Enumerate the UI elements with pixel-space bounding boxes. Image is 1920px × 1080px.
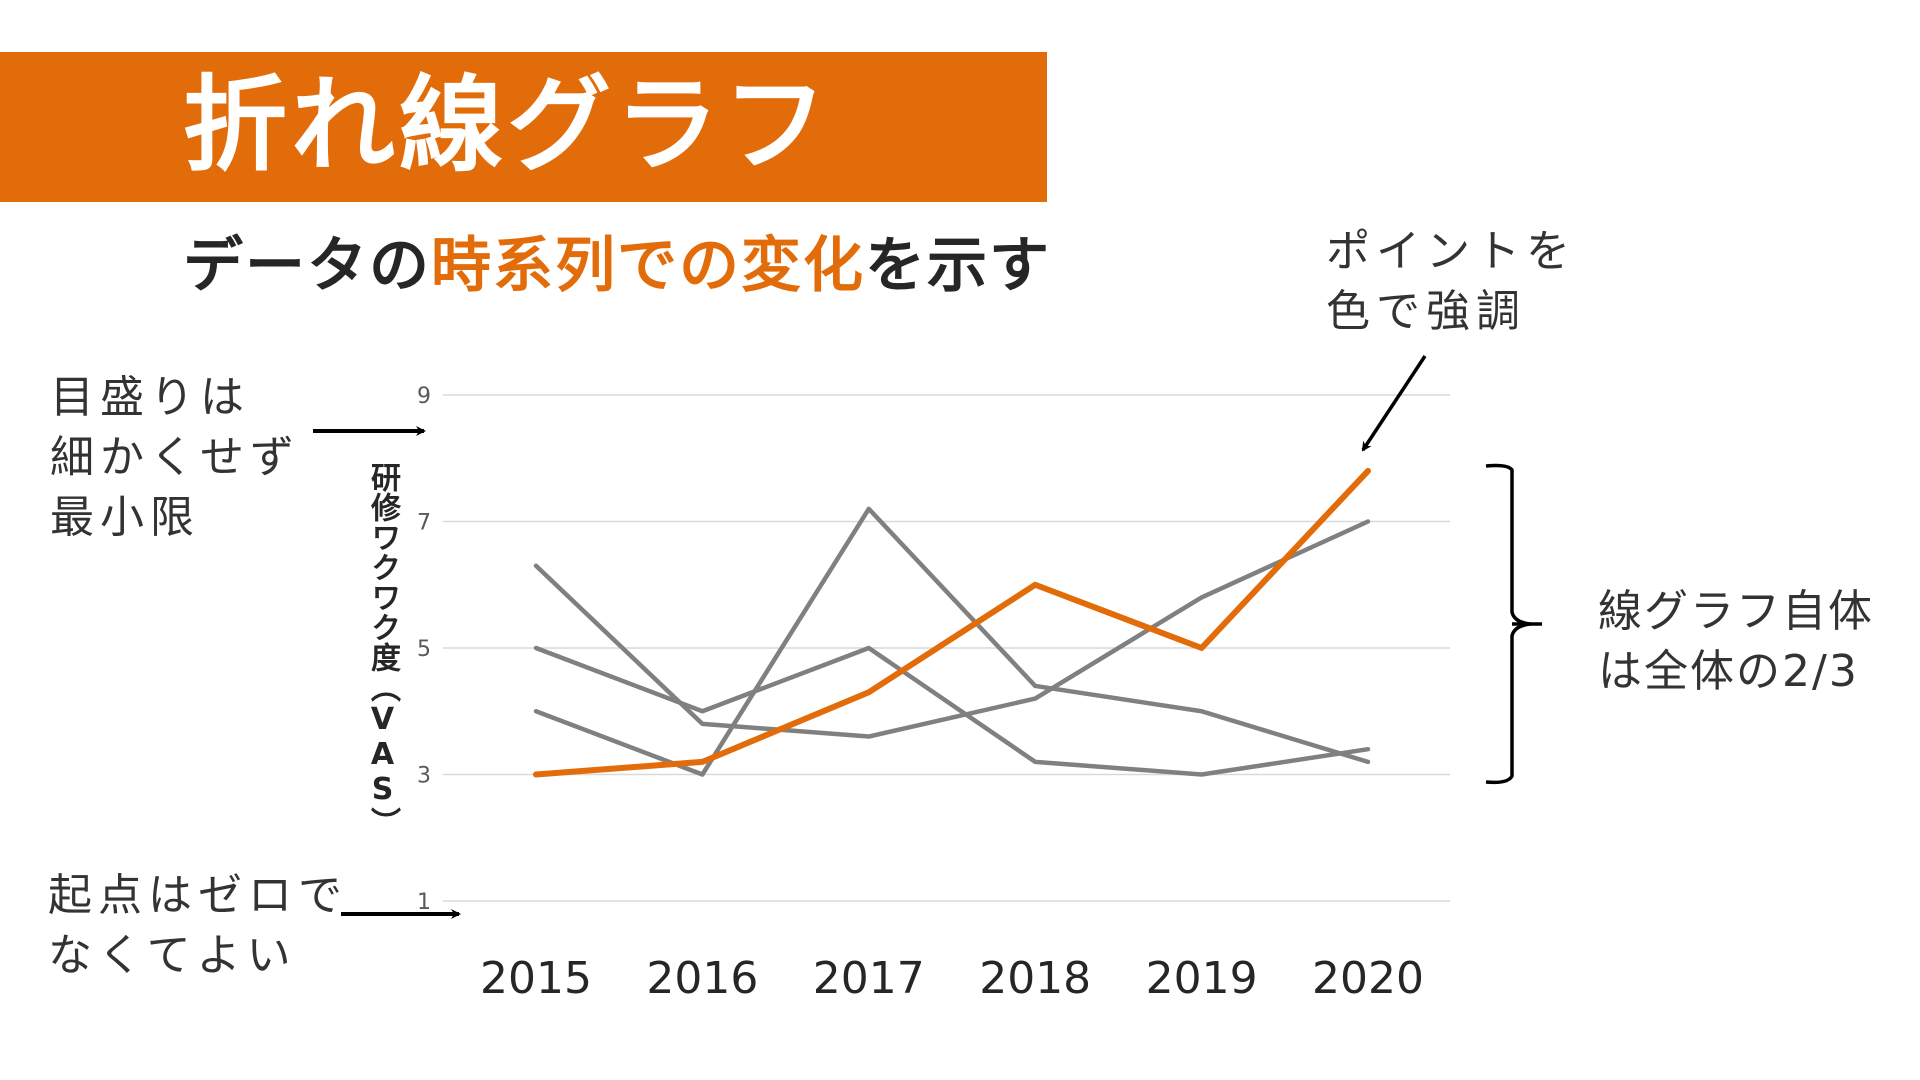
y-tick-labels: 1 3 5 7 9 — [417, 384, 431, 915]
x-tick-label: 2018 — [979, 953, 1091, 1004]
annotation-line: なくてよい — [48, 930, 297, 981]
x-tick-label: 2017 — [813, 953, 925, 1004]
annotation-line: 目盛りは — [50, 372, 250, 423]
x-tick-label: 2016 — [646, 953, 758, 1004]
subtitle: データの時系列での変化を示す — [183, 224, 1051, 308]
series-line-highlighted — [533, 467, 1371, 778]
y-tick-label: 7 — [417, 511, 431, 536]
series-lines — [533, 467, 1371, 778]
y-tick-label: 3 — [417, 764, 431, 789]
series-line-series-b — [533, 645, 1371, 777]
annotation-line: 線グラフ自体 — [1598, 586, 1874, 637]
annotation-line: は全体の2/3 — [1598, 646, 1859, 697]
x-tick-label: 2020 — [1312, 953, 1424, 1004]
y-tick-label: 1 — [417, 890, 431, 915]
annotation-line: 細かくせず — [50, 432, 300, 483]
y-axis-title: 研修ワクワク度（VAS） — [365, 462, 400, 837]
annotation-line: 最小限 — [50, 492, 200, 543]
annotation-line: 色で強調 — [1326, 286, 1526, 337]
series-line-series-a — [533, 519, 1371, 739]
annotation-chart-ratio: 線グラフ自体 は全体の2/3 — [1598, 582, 1874, 702]
y-tick-label: 9 — [417, 384, 431, 409]
subtitle-part-3: を示す — [865, 231, 1051, 301]
x-tick-label: 2015 — [480, 953, 592, 1004]
annotation-origin-not-zero: 起点はゼロで なくてよい — [48, 866, 348, 986]
page-title: 折れ線グラフ — [183, 64, 832, 186]
subtitle-highlight: 時系列での変化 — [431, 231, 865, 301]
y-tick-label: 5 — [417, 637, 431, 662]
annotation-highlight-color: ポイントを 色で強調 — [1326, 222, 1576, 342]
x-tick-labels: 2015 2016 2017 2018 2019 2020 — [480, 953, 1424, 1004]
subtitle-part-1: データの — [183, 231, 431, 301]
annotation-minimal-ticks: 目盛りは 細かくせず 最小限 — [50, 368, 300, 548]
arrow-to-highlight — [1361, 355, 1427, 452]
annotation-line: 起点はゼロで — [48, 870, 348, 921]
title-banner — [0, 52, 1047, 202]
x-tick-label: 2019 — [1146, 953, 1258, 1004]
annotation-line: ポイントを — [1326, 226, 1576, 277]
gridlines — [443, 394, 1450, 902]
